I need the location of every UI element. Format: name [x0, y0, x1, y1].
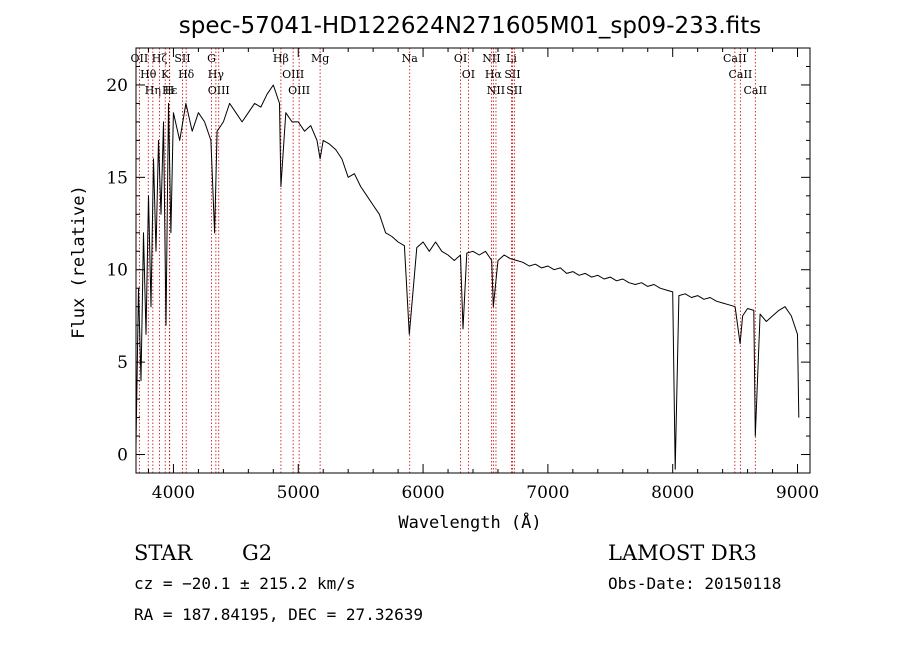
line-marker-label: Hδ	[178, 68, 195, 81]
plot-frame	[135, 47, 811, 474]
line-marker-label: OIII	[282, 68, 304, 81]
survey-name: LAMOST DR3	[608, 541, 757, 565]
redshift-text: cz = −20.1 ± 215.2 km/s	[134, 574, 356, 593]
line-marker-label: CaII	[729, 68, 753, 81]
line-marker-label: Hγ	[208, 68, 225, 81]
y-tick-label: 15	[106, 168, 128, 188]
line-marker-label: Mg	[311, 52, 329, 65]
x-tick-label: 6000	[401, 483, 444, 503]
spectrum-line	[135, 84, 800, 470]
x-tick-label: 4000	[152, 483, 195, 503]
line-marker-label: Hε	[162, 84, 178, 97]
y-tick-label: 0	[117, 446, 128, 466]
line-marker-label: Li	[506, 52, 517, 65]
y-tick-label: 5	[117, 353, 128, 373]
chart-title: spec-57041-HD122624N271605M01_sp09-233.f…	[179, 13, 761, 39]
line-marker-label: Hθ	[140, 68, 157, 81]
line-marker-label: OII	[131, 52, 149, 65]
line-marker-label: Hζ	[152, 52, 168, 65]
line-marker-label: G	[207, 52, 216, 65]
obs-date-text: Obs-Date: 20150118	[608, 574, 781, 593]
spectrum-series	[135, 84, 800, 470]
line-marker-label: K	[161, 68, 170, 81]
line-marker-label: OI	[462, 68, 475, 81]
y-tick-label: 20	[106, 76, 128, 96]
x-tick-label: 8000	[651, 483, 694, 503]
line-marker-label: OIII	[288, 84, 310, 97]
coordinates-text: RA = 187.84195, DEC = 27.32639	[134, 605, 423, 624]
y-axis-label: Flux (relative)	[69, 185, 89, 339]
line-marker-label: Hη	[145, 84, 161, 97]
object-subclass: G2	[242, 541, 272, 565]
object-class: STAR	[134, 541, 193, 565]
x-tick-label: 7000	[526, 483, 569, 503]
line-marker-label: OIII	[208, 84, 230, 97]
spectral-line-markers: OIIHθHηHζKHHεSIIHδGHγOIIIHβOIIIOIIIMgNaO…	[131, 48, 767, 473]
line-marker-label: NII	[487, 84, 505, 97]
line-marker-label: CaII	[723, 52, 747, 65]
line-marker-label: OI	[454, 52, 467, 65]
line-marker-label: Hβ	[273, 52, 289, 65]
line-marker-label: Na	[402, 52, 419, 65]
line-marker-label: SII	[504, 68, 520, 81]
line-marker-label: NII	[482, 52, 500, 65]
x-tick-label: 9000	[776, 483, 819, 503]
y-tick-label: 10	[106, 261, 128, 281]
line-marker-label: SII	[174, 52, 190, 65]
line-marker-label: CaII	[743, 84, 767, 97]
line-marker-label: Hα	[485, 68, 503, 81]
x-tick-label: 5000	[277, 483, 320, 503]
axis-ticks: 4000 5000 6000 7000 8000 9000 0 5 10 15 20	[106, 48, 819, 503]
line-marker-label: SII	[506, 84, 522, 97]
x-axis-label: Wavelength (Å)	[398, 511, 541, 533]
